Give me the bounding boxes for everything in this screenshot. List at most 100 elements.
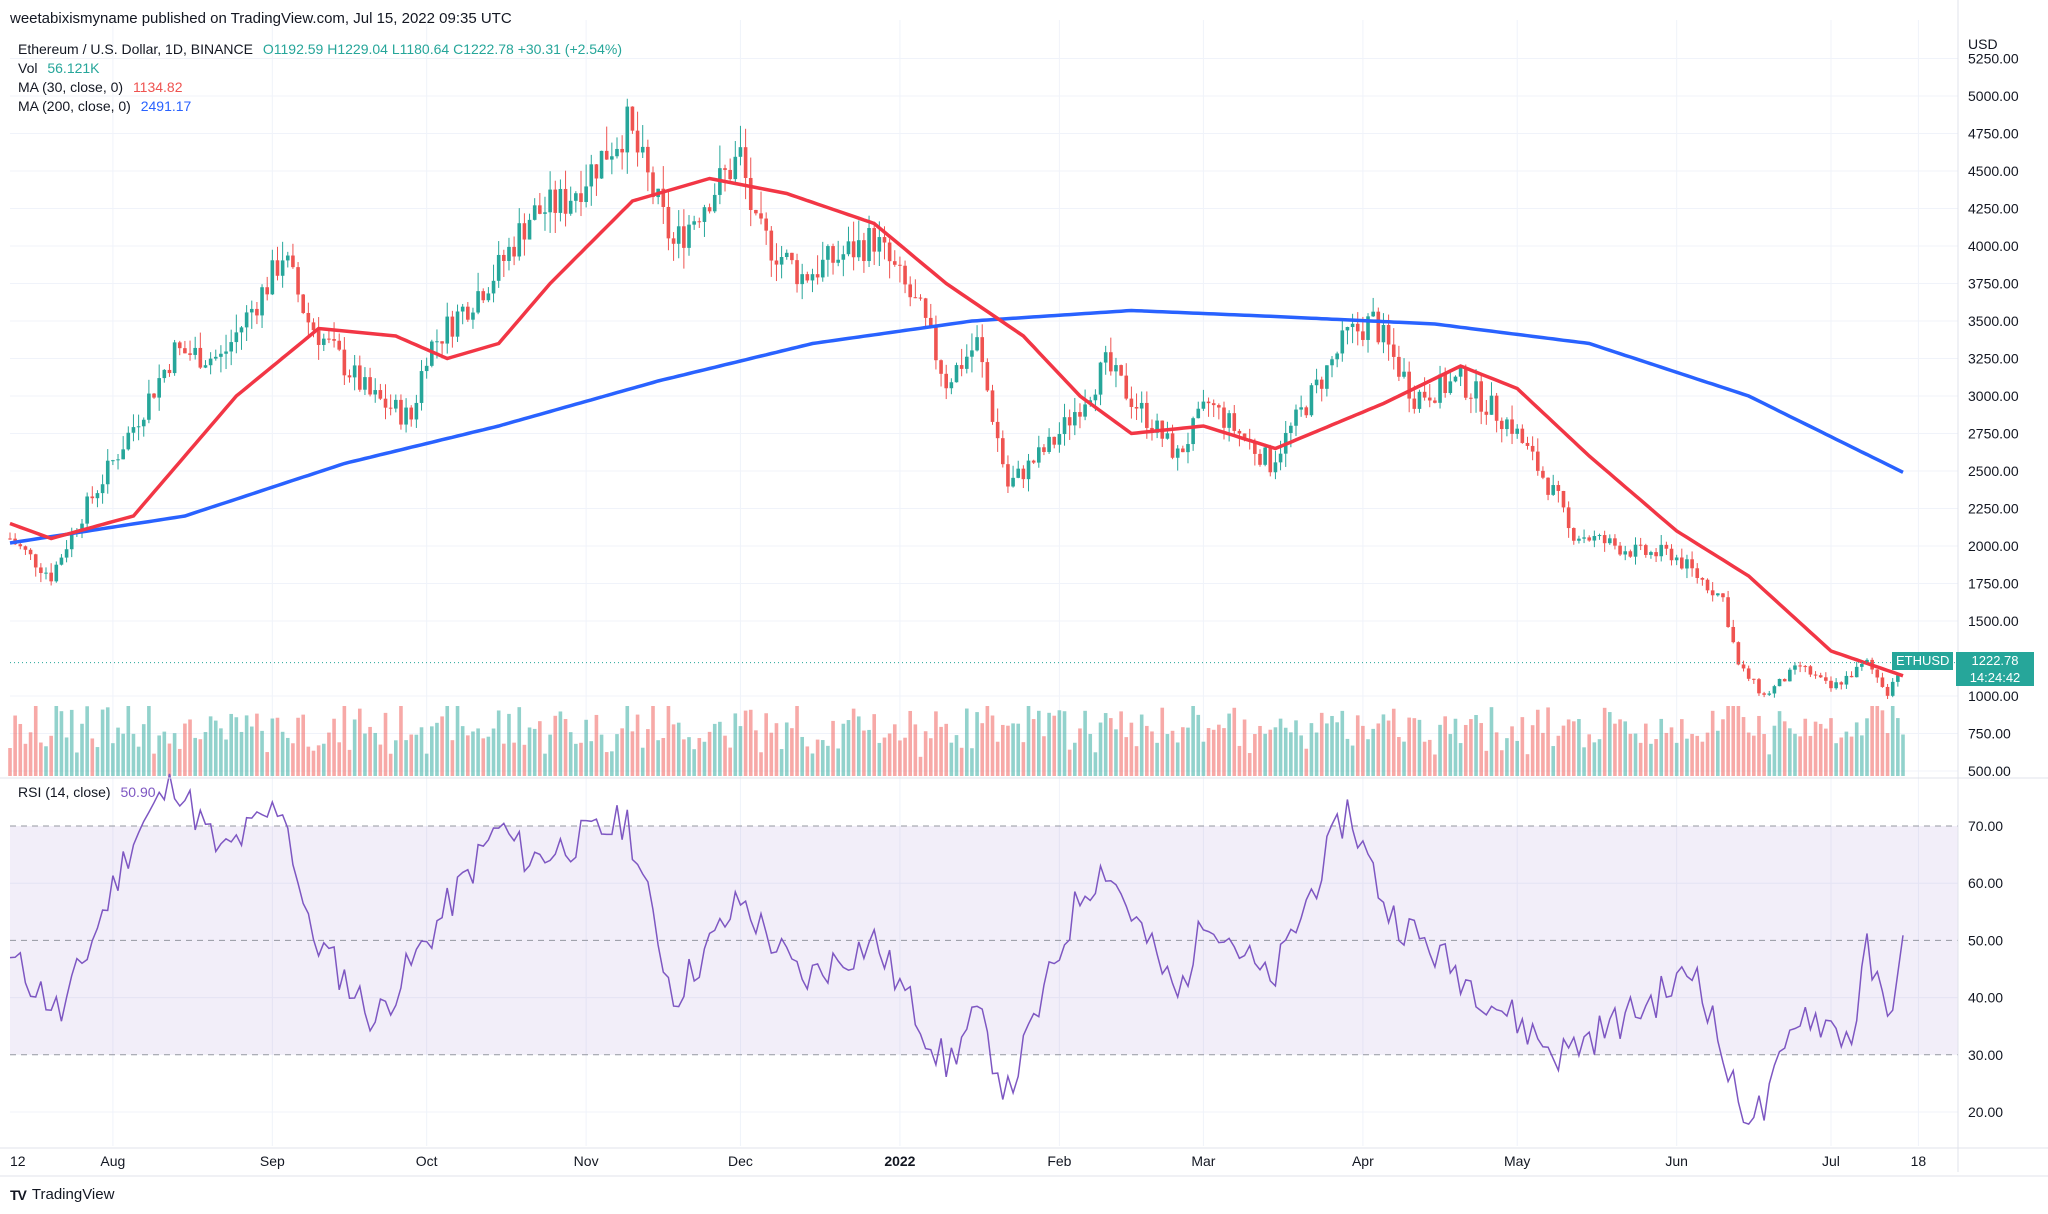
volume-bar [234, 717, 239, 776]
ma200-row[interactable]: MA (200, close, 0) 2491.17 [18, 97, 622, 116]
volume-bar [527, 727, 532, 776]
candle-body [466, 306, 470, 320]
candle-body [784, 252, 789, 258]
volume-bar [357, 708, 362, 776]
candle-body [378, 390, 383, 399]
candle-body [1741, 664, 1746, 669]
candle-body [1021, 468, 1026, 480]
volume-bar [1350, 745, 1355, 776]
volume-bar [687, 737, 691, 776]
candle-body [1309, 385, 1314, 416]
candle-body [1031, 460, 1036, 463]
candle-body [800, 274, 804, 285]
ma30-row[interactable]: MA (30, close, 0) 1134.82 [18, 78, 622, 97]
symbol-name[interactable]: Ethereum / U.S. Dollar, 1D, BINANCE [18, 41, 253, 57]
candle-body [1510, 419, 1514, 434]
candle-body [517, 223, 522, 257]
candle-body [193, 347, 197, 355]
volume-bar [1283, 727, 1288, 776]
ma200-label[interactable]: MA (200, close, 0) [18, 98, 131, 114]
candle-body [1582, 537, 1586, 539]
candle-body [1109, 352, 1113, 372]
ma30-label[interactable]: MA (30, close, 0) [18, 79, 124, 95]
rsi-legend[interactable]: RSI (14, close) 50.90 [18, 784, 156, 800]
volume-bar [543, 753, 547, 776]
candle-body [836, 259, 840, 263]
time-tick-label: 18 [1911, 1153, 1927, 1169]
volume-bar [337, 742, 342, 776]
candle-body [1268, 447, 1273, 473]
candle-body [975, 337, 979, 351]
volume-bar [1767, 754, 1772, 776]
candle-body [445, 316, 450, 344]
rsi-axis[interactable]: 70.00 60.00 50.00 40.00 30.00 20.00 [1968, 818, 2003, 1120]
volume-bar [1710, 710, 1715, 776]
volume-bar [1170, 730, 1175, 776]
price-axis[interactable]: 5250.00 5000.00 4750.00 4500.00 4250.00 4000.… [1968, 51, 2019, 780]
candle-body [455, 311, 460, 337]
volume-bar [759, 752, 763, 776]
volume-bar [69, 709, 74, 776]
volume-bar [316, 745, 321, 776]
volume-bar [157, 735, 161, 776]
volume-bar [548, 734, 552, 776]
volume-bar [1813, 721, 1818, 776]
volume-bar [1757, 715, 1761, 776]
candle-body [754, 209, 758, 214]
symbol-row[interactable]: Ethereum / U.S. Dollar, 1D, BINANCE O119… [18, 40, 622, 59]
time-tick-label: 12 [10, 1153, 26, 1169]
volume-bar [1834, 743, 1838, 776]
tradingview-brand[interactable]: TV TradingView [10, 1186, 114, 1203]
volume-bar [1381, 714, 1386, 776]
candle-body [1628, 551, 1633, 557]
candle-body [1067, 417, 1072, 426]
time-axis[interactable]: 12 Aug Sep Oct Nov Dec 2022 Feb Mar Apr May Jun Jul 1… [10, 1153, 1926, 1169]
time-tick-label: Apr [1352, 1153, 1374, 1169]
candle-body [1037, 447, 1041, 463]
volume-bars [8, 706, 1905, 776]
candle-body [1587, 537, 1592, 541]
volume-bar [1263, 733, 1267, 776]
candle-body [841, 254, 846, 260]
volume-bar [116, 727, 120, 776]
volume-bar [1700, 741, 1705, 776]
candle-body [728, 169, 732, 180]
volume-row[interactable]: Vol 56.121K [18, 59, 622, 78]
price-tick-label: 750.00 [1968, 726, 2011, 742]
volume-bar [486, 736, 491, 776]
candle-body [1078, 412, 1082, 417]
candle-body [918, 297, 923, 299]
volume-bar [1355, 715, 1360, 776]
candle-body [1083, 404, 1087, 417]
volume-bar [1376, 723, 1381, 776]
volume-bar [661, 737, 666, 776]
volume-bar [1587, 734, 1592, 776]
volume-bar [1057, 710, 1062, 776]
candle-body [147, 393, 151, 420]
volume-bar [466, 735, 470, 776]
volume-bar [1438, 724, 1442, 776]
volume-bar [1664, 732, 1669, 776]
rsi-tick-label: 20.00 [1968, 1104, 2003, 1120]
volume-bar [579, 742, 583, 776]
rsi-label[interactable]: RSI (14, close) [18, 784, 111, 800]
volume-bar [738, 726, 743, 776]
volume-bar [1103, 713, 1108, 776]
candle-body [419, 371, 424, 403]
volume-bar [851, 708, 856, 776]
candle-body [255, 308, 259, 316]
volume-bar [368, 726, 372, 776]
candle-body [424, 365, 429, 372]
candle-body [779, 257, 784, 265]
candle-body [1026, 460, 1031, 480]
candle-body [1700, 577, 1705, 580]
volume-bar [939, 726, 943, 776]
candle-body [234, 332, 239, 343]
volume-label[interactable]: Vol [18, 60, 38, 76]
volume-bar [599, 734, 604, 776]
candle-body [399, 399, 403, 425]
price-tick-label: 4000.00 [1968, 238, 2019, 254]
candle-body [280, 260, 285, 276]
time-tick-label: May [1504, 1153, 1530, 1169]
